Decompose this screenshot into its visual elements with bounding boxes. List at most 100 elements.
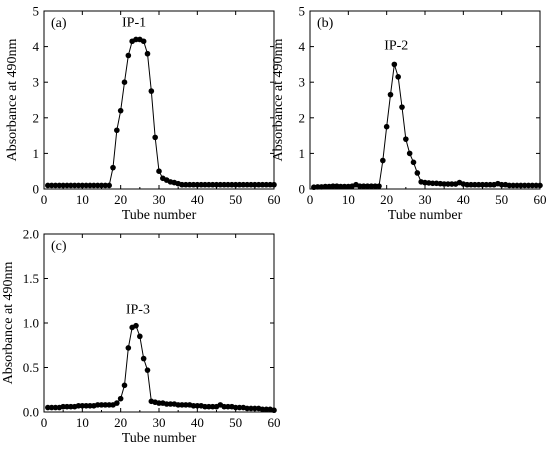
data-point xyxy=(94,182,101,189)
y-tick-label: 0 xyxy=(299,182,306,197)
data-point xyxy=(521,182,528,189)
peak-label: IP-1 xyxy=(122,16,146,31)
data-point xyxy=(240,181,247,188)
data-point xyxy=(202,181,208,188)
x-tick-label: 10 xyxy=(76,415,89,430)
data-point xyxy=(229,181,235,188)
x-tick-label: 20 xyxy=(114,192,127,207)
data-point xyxy=(79,402,86,409)
x-tick-label: 0 xyxy=(41,192,48,207)
data-point xyxy=(221,403,227,410)
data-point xyxy=(52,404,59,411)
data-point xyxy=(167,401,174,407)
data-point xyxy=(259,406,266,413)
y-tick-label: 4 xyxy=(299,39,306,54)
data-point xyxy=(64,403,70,410)
data-point xyxy=(137,333,143,340)
y-tick-label: 1.0 xyxy=(23,316,39,331)
y-tick-label: 0.5 xyxy=(23,360,39,375)
data-point xyxy=(337,183,344,190)
x-tick-label: 10 xyxy=(76,192,89,207)
x-tick-label: 60 xyxy=(268,415,281,430)
data-point xyxy=(190,402,197,409)
data-point xyxy=(259,181,266,188)
data-point xyxy=(376,183,382,189)
data-point xyxy=(506,182,513,189)
data-point xyxy=(144,50,151,57)
x-tick-label: 30 xyxy=(419,192,432,207)
data-point xyxy=(487,181,493,188)
x-tick-label: 20 xyxy=(380,192,393,207)
data-point xyxy=(368,183,375,189)
data-point xyxy=(117,107,124,114)
data-point xyxy=(102,182,109,189)
x-tick-label: 40 xyxy=(457,192,470,207)
data-point xyxy=(140,38,147,45)
x-tick-label: 30 xyxy=(153,415,166,430)
x-tick-label: 60 xyxy=(268,192,281,207)
data-point xyxy=(56,182,63,189)
y-tick-label: 2.0 xyxy=(23,227,39,242)
data-point xyxy=(479,181,486,188)
peak-label: IP-2 xyxy=(384,39,408,54)
plot-frame xyxy=(309,10,541,190)
data-point xyxy=(263,406,270,413)
data-point xyxy=(533,182,539,189)
y-tick-label: 1 xyxy=(299,146,306,161)
data-point xyxy=(175,402,181,408)
y-axis-label: Absorbance at 490nm xyxy=(271,38,286,161)
y-tick-label: 0.0 xyxy=(23,405,39,420)
data-point xyxy=(525,182,532,189)
data-point xyxy=(45,182,51,189)
data-point xyxy=(87,402,93,409)
data-point xyxy=(190,181,197,188)
data-point xyxy=(83,182,89,189)
data-point xyxy=(518,182,524,189)
data-point xyxy=(429,180,436,187)
data-point xyxy=(357,183,363,189)
x-tick-label: 50 xyxy=(229,415,242,430)
plot-frame xyxy=(43,233,275,413)
y-tick-label: 3 xyxy=(33,75,40,90)
data-point xyxy=(225,181,231,188)
data-point xyxy=(236,404,243,411)
data-point xyxy=(537,182,543,189)
data-point xyxy=(144,367,151,373)
data-point xyxy=(133,322,139,329)
y-tick-label: 2 xyxy=(299,110,306,125)
series-line xyxy=(47,38,274,186)
data-point xyxy=(364,183,371,189)
data-point xyxy=(383,123,390,130)
data-point xyxy=(60,182,66,189)
data-point xyxy=(140,355,147,362)
data-point xyxy=(209,403,216,410)
data-point xyxy=(255,181,262,188)
data-point xyxy=(202,403,208,410)
y-tick-label: 1.5 xyxy=(23,271,39,286)
x-tick-label: 60 xyxy=(534,192,547,207)
y-axis-label: Absorbance at 490nm xyxy=(5,38,20,161)
panel-label: (b) xyxy=(317,16,334,31)
data-point xyxy=(102,402,109,408)
data-point xyxy=(133,36,139,43)
data-point xyxy=(372,183,378,189)
y-tick-label: 5 xyxy=(33,4,40,19)
series-line xyxy=(313,64,540,188)
data-point xyxy=(341,183,348,190)
data-point xyxy=(179,181,185,188)
data-point xyxy=(75,182,82,189)
data-point xyxy=(217,181,224,188)
y-tick-label: 5 xyxy=(299,4,306,19)
data-point xyxy=(360,183,367,189)
data-point xyxy=(213,181,220,188)
x-axis-label: Tube number xyxy=(388,208,463,223)
chart-panel-b: 0 10 20 30 40 50 60 0 1 2 3 4 5 Tube number Absorbance… xyxy=(271,4,547,224)
data-point xyxy=(121,79,128,85)
data-point xyxy=(60,403,66,410)
data-point xyxy=(114,127,120,134)
y-tick-label: 3 xyxy=(299,75,306,90)
data-point xyxy=(244,405,250,412)
x-tick-label: 0 xyxy=(41,415,48,430)
data-point xyxy=(232,181,239,188)
data-point xyxy=(395,74,401,80)
